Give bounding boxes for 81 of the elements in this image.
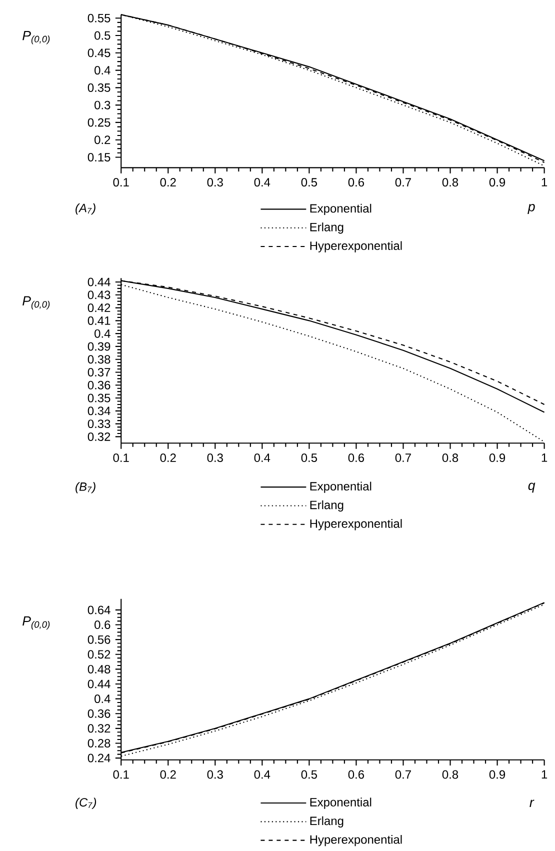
x-tick-label: 0.1 [113, 454, 129, 462]
legend-label: Hyperexponential [310, 241, 402, 252]
y-tick-label: 0.32 [88, 724, 110, 733]
y-tick-label: 0.15 [88, 152, 110, 162]
y-tick-label: 0.64 [88, 606, 110, 614]
x-tick-label: 0.3 [207, 454, 223, 462]
y-tick-label: 0.38 [88, 355, 110, 364]
legend-label: Erlang [310, 222, 344, 234]
y-tick-label: 0.56 [88, 635, 110, 644]
y-tick-label: 0.4 [94, 66, 110, 75]
x-tick-label: 0.4 [254, 770, 270, 779]
y-tick-label: 0.36 [88, 709, 110, 718]
y-tick-label: 0.35 [88, 394, 110, 402]
y-tick-label: 0.25 [88, 118, 110, 127]
x-tick-label: 0.8 [442, 178, 458, 187]
y-tick-label: 0.2 [94, 136, 110, 144]
y-tick-label: 0.43 [88, 290, 110, 300]
legend-label: Exponential [310, 798, 372, 809]
text: (A$_{7}$) [76, 203, 96, 215]
x-tick-label: 0.6 [348, 770, 364, 779]
y-tick-label: 0.37 [88, 368, 110, 376]
x-tick-label: 0.9 [489, 454, 506, 462]
legend-label: Erlang [310, 500, 344, 512]
legend-label: Hyperexponential [310, 519, 402, 530]
x-tick-label: 0.6 [348, 178, 364, 187]
x-tick-label: 0.1 [113, 178, 129, 187]
x-tick-label: 0.2 [160, 770, 176, 779]
x-tick-label: 0.8 [442, 770, 458, 779]
x-axis-title: r [530, 800, 534, 807]
x-tick-label: 0.4 [254, 454, 270, 462]
y-tick-label: 0.34 [88, 406, 110, 416]
y-tick-label: 0.6 [94, 620, 110, 630]
y-tick-label: 0.33 [88, 420, 110, 428]
text: (B$_{7}$) [76, 482, 96, 494]
y-tick-label: 0.36 [88, 380, 110, 390]
x-tick-label: 0.3 [207, 178, 223, 187]
x-tick-label: 0.7 [395, 770, 411, 779]
y-tick-label: 0.24 [88, 754, 110, 762]
y-tick-label: 0.39 [88, 342, 110, 351]
x-tick-label: 0.8 [442, 454, 458, 462]
x-tick-label: 1 [542, 178, 548, 186]
y-tick-label: 0.4 [94, 694, 110, 704]
x-tick-label: 0.2 [160, 454, 176, 462]
y-tick-label: 0.48 [88, 664, 110, 674]
y-tick-label: 0.3 [94, 100, 110, 110]
y-tick-label: 0.52 [88, 650, 110, 659]
y-tick-label: 0.35 [88, 83, 110, 92]
y-axis-title: P$_{(0,0)}$ [22, 30, 50, 44]
x-tick-label: 0.3 [207, 770, 223, 779]
y-tick-label: 0.55 [88, 14, 110, 22]
y-tick-label: 0.45 [88, 48, 110, 58]
legend-label: Hyperexponential [310, 834, 402, 846]
x-tick-label: 1 [542, 770, 548, 779]
x-tick-label: 0.6 [348, 454, 364, 462]
x-tick-label: 0.7 [395, 454, 411, 462]
x-tick-label: 0.4 [254, 178, 270, 187]
x-axis-title: p [528, 204, 535, 214]
x-tick-label: 0.5 [301, 454, 318, 462]
x-tick-label: 0.2 [160, 178, 176, 187]
x-tick-label: 1 [542, 454, 548, 462]
y-tick-label: 0.28 [88, 738, 110, 748]
y-axis-title: P$_{(0,0)}$ [22, 296, 50, 310]
y-tick-label: 0.41 [88, 316, 110, 325]
y-tick-label: 0.5 [94, 31, 110, 40]
x-tick-label: 0.9 [489, 770, 506, 779]
legend-label: Erlang [310, 816, 344, 828]
y-tick-label: 0.42 [88, 304, 110, 312]
y-tick-label: 0.4 [94, 329, 110, 338]
y-tick-label: 0.44 [88, 680, 110, 688]
y-tick-label: 0.44 [88, 278, 110, 286]
x-tick-label: 0.5 [301, 178, 318, 187]
x-tick-label: 0.1 [113, 770, 129, 779]
x-tick-label: 0.7 [395, 178, 411, 187]
legend-label: Exponential [310, 482, 372, 493]
legend-label: Exponential [310, 204, 372, 216]
y-tick-label: 0.32 [88, 432, 110, 441]
x-axis-title: q [528, 482, 536, 493]
y-axis-title: P$_{(0,0)}$ [22, 616, 50, 630]
x-tick-label: 0.9 [489, 178, 506, 187]
x-tick-label: 0.5 [301, 770, 318, 779]
text: (C$_{7}$) [76, 798, 96, 809]
